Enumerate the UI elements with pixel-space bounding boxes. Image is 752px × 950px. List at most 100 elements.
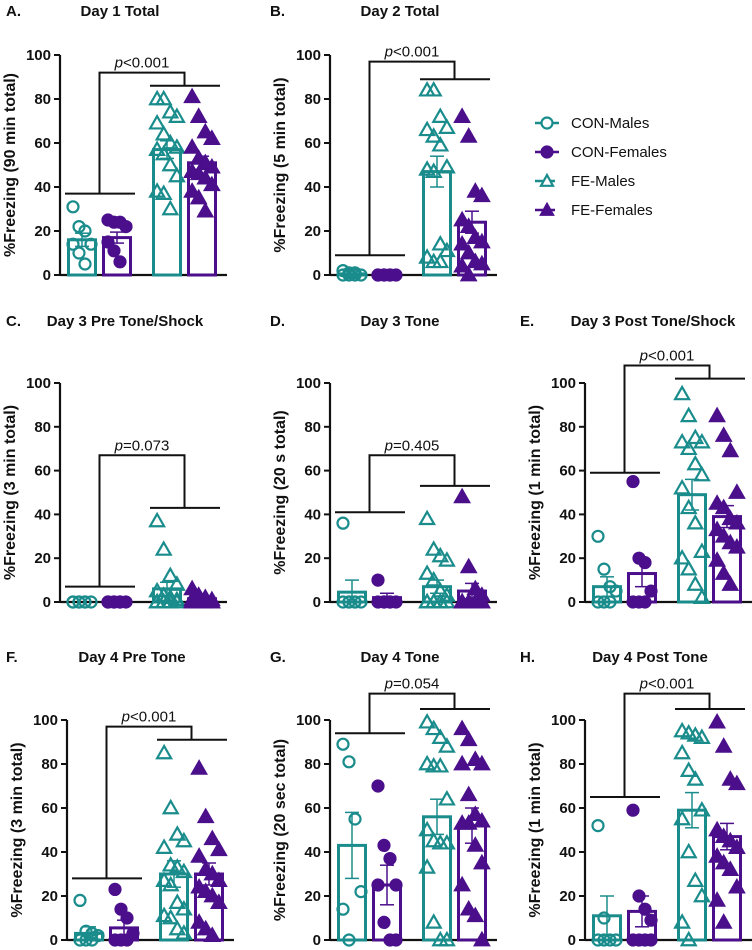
data-point [336,737,350,751]
y-axis-label: %Freezing (3 min total) [9,742,26,917]
bracket-connector [623,692,711,797]
y-tick-label: 100 [26,47,51,64]
y-tick-label: 100 [296,47,321,64]
data-point [78,595,92,609]
y-tick-label: 100 [551,712,576,729]
data-point [686,770,705,786]
data-point [168,825,187,841]
data-point [453,754,471,771]
panel-letter: B. [270,3,285,20]
data-point [673,548,691,565]
data-point [459,127,478,143]
data-point [728,538,746,554]
data-point [721,860,740,876]
bracket-connector [623,364,711,473]
significance-bracket: p<0.001 [335,44,490,257]
panel-title: Day 3 Tone [361,313,440,330]
panel-title: Day 1 Total [81,3,160,20]
significance-bracket: p=0.405 [335,437,490,514]
data-point [148,140,166,156]
data-point [679,842,698,859]
y-axis-label: %Freezing (1 min total) [527,405,544,580]
y-tick-label: 0 [313,594,321,611]
data-point [728,774,746,791]
data-point [638,555,652,570]
data-point [708,820,726,837]
data-point [473,232,491,249]
data-point [120,911,134,925]
data-point [196,592,215,609]
group-con-females [371,779,403,947]
data-point [708,712,726,729]
data-point [714,527,733,543]
y-tick-label: 20 [304,550,321,567]
y-tick-label: 0 [313,267,321,284]
panel-title: Day 3 Post Tone/Shock [571,313,736,330]
data-point [342,755,356,769]
data-point [161,155,180,172]
data-point [377,915,391,930]
data-point [424,913,443,929]
group-con-males [73,893,105,947]
data-point [459,592,478,609]
data-point [196,201,215,218]
data-point [638,595,652,609]
y-tick-label: 100 [296,375,321,392]
data-point [714,853,733,870]
data-point [336,902,350,916]
data-point [721,575,740,591]
data-point [431,728,450,744]
panel-d: D. Day 3 Tone 0 20 40 60 80 100 %Freezing (20 s … [270,313,497,611]
data-point [161,566,180,583]
bracket-connector [368,454,456,513]
data-point [424,719,443,736]
data-point [473,254,491,271]
data-point [107,244,121,258]
y-axis-label: %Freezing (5 min total) [272,77,289,252]
y-tick-label: 60 [559,800,576,817]
data-point [78,224,92,238]
data-point [79,924,93,938]
data-point [389,933,403,947]
y-tick-label: 40 [304,844,321,861]
data-point [155,743,173,760]
data-point [377,838,391,853]
data-point [673,478,691,495]
data-point [119,220,133,234]
group-fe-males [418,80,456,277]
data-point [371,573,385,587]
data-point [203,129,221,145]
data-point [708,891,726,907]
panel-title: Day 4 Tone [361,649,440,666]
data-point [154,184,173,200]
y-tick-label: 0 [50,932,58,949]
significance-bracket: p<0.001 [590,347,745,474]
data-point [196,919,215,936]
data-point [183,87,201,104]
bracket-connector [105,725,193,879]
panel-letter: H. [520,649,535,666]
y-tick-label: 80 [559,419,576,436]
y-tick-label: 0 [43,267,51,284]
panel-g: G. Day 4 Tone 0 20 40 60 80 100 %Freezing (20 se… [270,649,497,949]
bracket-connector [98,71,186,194]
data-point [175,924,193,940]
group-fe-females [708,406,746,604]
data-point [431,234,450,251]
data-point [168,107,186,123]
data-point [113,255,127,269]
panel-a: A. Day 1 Total 0 20 40 60 80 100 %Freezing (90 m… [2,3,227,284]
group-con-females [108,882,140,947]
data-point [73,893,87,908]
group-con-females [626,803,658,947]
y-tick-label: 0 [568,594,576,611]
data-point [679,406,698,423]
y-tick-label: 60 [304,463,321,480]
data-point [721,441,740,458]
group-fe-males [148,89,186,277]
panel-letter: E. [520,313,534,330]
y-tick-label: 80 [304,756,321,773]
data-point [431,756,450,773]
y-tick-label: 80 [34,419,51,436]
data-point [473,592,491,609]
